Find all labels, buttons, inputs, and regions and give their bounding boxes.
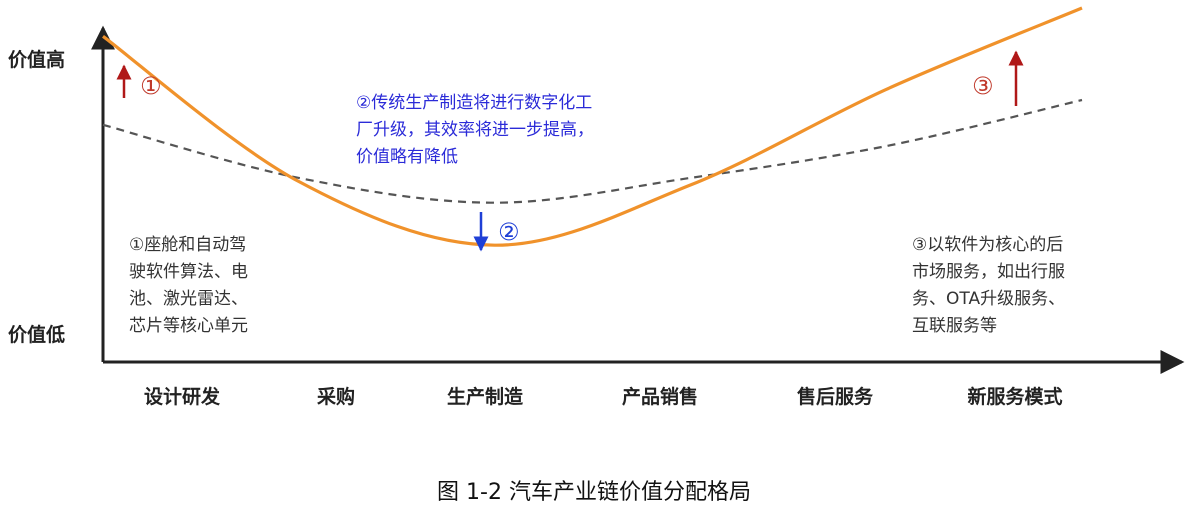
annotation-3-line-1: ③以软件为核心的后 [912,235,1063,255]
annotation-3-line-4: 互联服务等 [912,316,997,336]
annotation-3-line-2: 市场服务，如出行服 [912,262,1065,282]
x-tick-label-sales: 产品销售 [622,385,698,408]
annotation-2-line-1: ②传统生产制造将进行数字化工 [356,93,592,113]
x-tick-label-purchase: 采购 [317,385,355,408]
marker-1: ① [140,72,162,100]
annotation-2-line-3: 价值略有降低 [356,147,458,167]
annotation-1-line-4: 芯片等核心单元 [129,316,248,336]
annotation-3-line-3: 务、OTA升级服务、 [912,289,1065,309]
marker-3: ③ [972,72,994,100]
marker-2: ② [498,218,520,246]
annotation-1-line-2: 驶软件算法、电 [129,262,248,282]
figure-caption: 图 1-2 汽车产业链价值分配格局 [437,480,751,505]
x-tick-label-aftersales: 售后服务 [796,385,874,408]
annotation-1-line-1: ①座舱和自动驾 [129,235,246,255]
y-axis-label-low: 价值低 [8,323,65,346]
y-axis-label-high: 价值高 [8,48,65,71]
x-tick-label-new-service: 新服务模式 [967,385,1062,408]
annotation-1-line-3: 池、激光雷达、 [129,289,248,309]
series-line-solid [102,6,1083,247]
x-tick-label-manufacturing: 生产制造 [447,385,524,408]
x-tick-label-design: 设计研发 [144,385,221,408]
annotation-2-line-2: 厂升级，其效率将进一步提高， [356,120,594,140]
